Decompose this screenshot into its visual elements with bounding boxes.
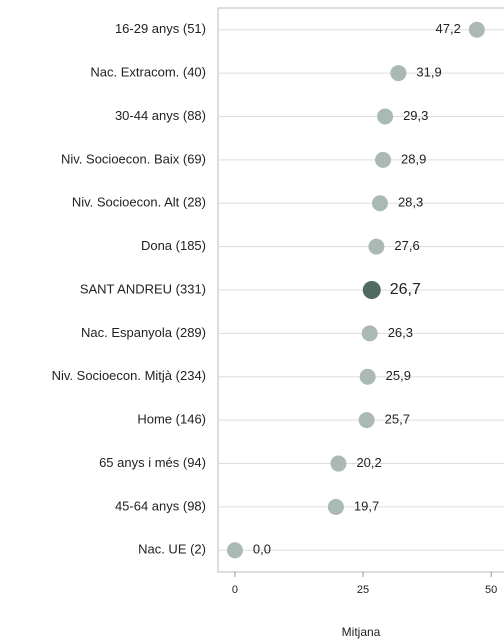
category-label: SANT ANDREU (331) <box>80 281 206 296</box>
category-label: Nac. UE (2) <box>138 542 206 557</box>
dot <box>375 151 392 168</box>
value-label: 20,2 <box>356 455 381 470</box>
dot <box>358 412 375 429</box>
dot <box>327 498 344 515</box>
dot <box>371 195 388 212</box>
value-label: 26,7 <box>390 281 421 298</box>
value-label: 28,3 <box>398 195 423 210</box>
category-label: Niv. Socioecon. Mitjà (234) <box>52 368 206 383</box>
value-label: 19,7 <box>354 498 379 513</box>
value-label: 47,2 <box>436 21 461 36</box>
value-label: 0,0 <box>253 542 271 557</box>
category-label: Nac. Extracom. (40) <box>90 65 206 80</box>
category-label: Home (146) <box>137 412 206 427</box>
category-label: 45-64 anys (98) <box>115 498 206 513</box>
dot <box>359 368 376 385</box>
dot <box>377 108 394 125</box>
dot <box>361 325 378 342</box>
value-label: 31,9 <box>416 65 441 80</box>
value-label: 29,3 <box>403 108 428 123</box>
category-label: Niv. Socioecon. Alt (28) <box>72 195 206 210</box>
category-label: Dona (185) <box>141 238 206 253</box>
x-axis-label: Mitjana <box>342 625 381 639</box>
dot <box>390 65 407 82</box>
value-label: 26,3 <box>388 325 413 340</box>
value-label: 28,9 <box>401 151 426 166</box>
x-tick-label: 0 <box>232 584 238 596</box>
dot <box>226 542 243 559</box>
category-label: 65 anys i més (94) <box>99 455 206 470</box>
value-label: 27,6 <box>394 238 419 253</box>
category-label: 30-44 anys (88) <box>115 108 206 123</box>
dot <box>468 21 485 38</box>
category-label: 16-29 anys (51) <box>115 21 206 36</box>
value-label: 25,9 <box>386 368 411 383</box>
x-tick-label: 25 <box>357 584 369 596</box>
dot <box>330 455 347 472</box>
x-tick-label: 50 <box>485 584 497 596</box>
category-label: Niv. Socioecon. Baix (69) <box>61 151 206 166</box>
category-label: Nac. Espanyola (289) <box>81 325 206 340</box>
value-label: 25,7 <box>385 412 410 427</box>
dot <box>368 238 385 255</box>
dot <box>362 281 381 299</box>
